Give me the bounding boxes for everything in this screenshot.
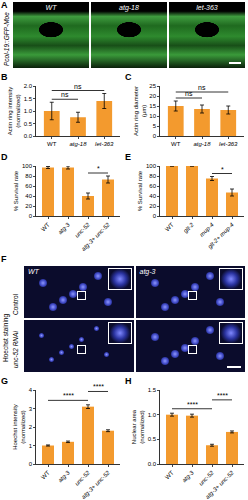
svg-text:****: ****: [217, 392, 228, 399]
svg-text:60: 60: [25, 183, 32, 189]
svg-text:0.0: 0.0: [148, 461, 157, 467]
svg-text:1.5: 1.5: [24, 96, 33, 102]
svg-text:40: 40: [149, 193, 156, 199]
svg-text:ns: ns: [185, 90, 193, 97]
svg-text:1.5: 1.5: [148, 387, 157, 393]
svg-text:WT: WT: [47, 141, 57, 147]
svg-text:1: 1: [29, 443, 33, 449]
svg-text:0: 0: [29, 461, 33, 467]
html-text:unc-52 RNAi: unc-52 RNAi: [12, 331, 19, 368]
svg-text:ns: ns: [198, 84, 206, 91]
svg-text:WT: WT: [164, 221, 175, 232]
svg-text:ns: ns: [61, 91, 69, 98]
svg-text:3: 3: [29, 406, 33, 412]
html-text:G: G: [1, 376, 8, 386]
html-text:D: D: [1, 152, 8, 162]
svg-text:20: 20: [149, 203, 156, 209]
html-text:Control: Control: [12, 294, 19, 315]
svg-text:0: 0: [153, 133, 157, 139]
html-text:Hoechst staining: Hoechst staining: [2, 313, 9, 362]
svg-text:WT: WT: [164, 469, 175, 480]
svg-text:% Survival rate: % Survival rate: [137, 170, 143, 211]
svg-text:unc-52: unc-52: [74, 221, 92, 239]
svg-text:unc-52: unc-52: [198, 469, 216, 487]
svg-text:atg-3+ unc-52: atg-3+ unc-52: [80, 221, 111, 252]
html-text:atg-18: atg-18: [119, 4, 139, 11]
svg-text:1.0: 1.0: [148, 412, 157, 418]
html-text:atg-3: atg-3: [139, 268, 156, 275]
html-text:B: B: [1, 72, 8, 82]
html-text:let-363: let-363: [196, 4, 218, 11]
svg-text:25: 25: [149, 83, 156, 89]
svg-text:*: *: [97, 165, 100, 172]
html-text:F: F: [1, 254, 7, 264]
html-text:H: H: [125, 376, 132, 386]
svg-text:20: 20: [25, 203, 32, 209]
html-text:C: C: [125, 72, 132, 82]
svg-text:4: 4: [29, 387, 33, 393]
svg-text:****: ****: [63, 392, 74, 399]
svg-text:10: 10: [149, 113, 156, 119]
svg-text:atg-3+ unc-52: atg-3+ unc-52: [204, 469, 235, 500]
svg-text:atg-3: atg-3: [181, 469, 195, 483]
svg-text:atg-18: atg-18: [193, 141, 211, 147]
svg-text:80: 80: [149, 173, 156, 179]
html-text:Pcol-19::GFP-Moe: Pcol-19::GFP-Moe: [3, 12, 10, 66]
svg-text:WT: WT: [40, 469, 51, 480]
svg-text:0.0: 0.0: [24, 133, 33, 139]
svg-text:2.0: 2.0: [24, 83, 33, 89]
svg-text:****: ****: [93, 383, 104, 390]
svg-text:glt-2: glt-2: [182, 221, 195, 234]
svg-text:0.5: 0.5: [24, 121, 33, 127]
svg-text:Hoechst intensity(normalized): Hoechst intensity(normalized): [12, 404, 26, 450]
svg-text:*: *: [221, 166, 224, 173]
svg-text:ns: ns: [74, 83, 82, 90]
svg-text:atg-18: atg-18: [69, 141, 87, 147]
svg-text:20: 20: [149, 93, 156, 99]
svg-text:40: 40: [25, 193, 32, 199]
svg-text:15: 15: [149, 103, 156, 109]
svg-text:atg-3+ unc-52: atg-3+ unc-52: [80, 469, 111, 500]
svg-text:5: 5: [153, 123, 157, 129]
svg-text:let-363: let-363: [95, 141, 114, 147]
svg-text:2: 2: [29, 424, 33, 430]
html-text:A: A: [1, 0, 8, 10]
svg-text:100: 100: [146, 163, 157, 169]
svg-text:WT: WT: [40, 221, 51, 232]
svg-text:Actin ring intensity(normalize: Actin ring intensity(normalized): [7, 87, 21, 136]
svg-text:1.0: 1.0: [24, 108, 33, 114]
svg-text:0: 0: [29, 213, 33, 219]
svg-text:Actin ring diameter(μm): Actin ring diameter(μm): [133, 86, 147, 136]
html-text:WT: WT: [28, 268, 39, 275]
svg-text:% Survival rate: % Survival rate: [13, 170, 19, 211]
svg-text:****: ****: [187, 401, 198, 408]
svg-text:80: 80: [25, 173, 32, 179]
svg-text:Nuclear area(normalized): Nuclear area(normalized): [131, 409, 145, 444]
html-text:E: E: [125, 152, 131, 162]
svg-text:60: 60: [149, 183, 156, 189]
svg-text:unc-52: unc-52: [74, 469, 92, 487]
svg-text:let-363: let-363: [219, 141, 238, 147]
svg-text:0.5: 0.5: [148, 436, 157, 442]
html-text:WT: WT: [45, 4, 57, 11]
svg-text:WT: WT: [171, 141, 181, 147]
svg-text:atg-3: atg-3: [57, 221, 71, 235]
svg-text:100: 100: [22, 163, 33, 169]
svg-text:0: 0: [153, 213, 157, 219]
svg-text:mup-4: mup-4: [199, 221, 216, 238]
svg-text:atg-3: atg-3: [57, 469, 71, 483]
svg-text:glt-2+ mup-4: glt-2+ mup-4: [207, 221, 236, 250]
